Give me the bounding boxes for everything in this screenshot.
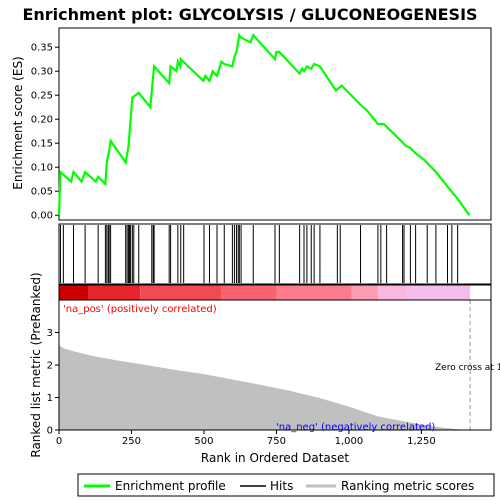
heat-bar-segment <box>276 285 352 300</box>
rank-x-tick-label: 0 <box>56 436 62 447</box>
zero-cross-label: Zero cross at 1418 <box>435 363 500 373</box>
es-axis-label: Enrichment score (ES) <box>11 56 25 189</box>
rank-x-tick-label: 1,000 <box>335 436 364 447</box>
hits-frame <box>58 223 492 285</box>
legend: Enrichment profile Hits Ranking metric s… <box>77 473 495 497</box>
es-y-tick-label: 0.00 <box>31 211 53 222</box>
legend-box <box>77 473 495 497</box>
es-y-tick-label: 0.10 <box>31 163 53 174</box>
heat-bar-segment <box>140 285 222 300</box>
negative-correlation-label: 'na_neg' (negatively correlated) <box>276 422 435 433</box>
legend-label-hits: Hits <box>270 479 293 493</box>
heat-bar-segment <box>377 285 407 300</box>
rank-axis-label: Rank in Ordered Dataset <box>201 451 349 465</box>
es-y-tick-label: 0.30 <box>31 67 53 78</box>
ranked-metric-panel: 0 1 2 3 0 250 500 750 1,000 1,250 <box>47 299 492 447</box>
es-panel: 0.00 0.05 0.10 0.15 0.20 0.25 0.30 0.35 <box>31 27 492 222</box>
heat-bar-segment <box>406 285 471 300</box>
rank-y-tick-label: 1 <box>47 393 53 404</box>
ranking-metric-area <box>59 345 471 430</box>
rank-y-tick-label: 3 <box>47 328 53 339</box>
es-y-tick-label: 0.25 <box>31 91 53 102</box>
rank-y-tick-label: 0 <box>47 426 53 437</box>
rank-metric-axis-label: Ranked list metric (PreRanked) <box>29 272 43 457</box>
rank-x-tick-label: 750 <box>267 436 286 447</box>
positive-correlation-label: 'na_pos' (positively correlated) <box>63 304 217 315</box>
rank-x-tick-label: 1,250 <box>407 436 436 447</box>
heat-bar-segment <box>221 285 277 300</box>
rank-x-tick-label: 500 <box>194 436 213 447</box>
heat-bar-segment <box>351 285 378 300</box>
rank-x-tick-label: 250 <box>122 436 141 447</box>
hits-panel <box>58 223 492 285</box>
enrichment-profile-line <box>57 32 471 216</box>
legend-label-enrichment: Enrichment profile <box>115 479 226 493</box>
rank-y-tick-label: 2 <box>47 361 53 372</box>
legend-label-ranking: Ranking metric scores <box>341 479 474 493</box>
chart-title: Enrichment plot: GLYCOLYSIS / GLUCONEOGE… <box>22 5 477 24</box>
heat-bar-segment <box>87 285 141 300</box>
heat-bar-panel <box>58 284 492 301</box>
es-y-tick-label: 0.35 <box>31 43 53 54</box>
es-y-tick-label: 0.05 <box>31 187 53 198</box>
heat-bar-segment <box>59 285 88 300</box>
es-y-tick-label: 0.15 <box>31 139 53 150</box>
es-y-tick-label: 0.20 <box>31 115 53 126</box>
es-plot-frame <box>58 27 492 221</box>
